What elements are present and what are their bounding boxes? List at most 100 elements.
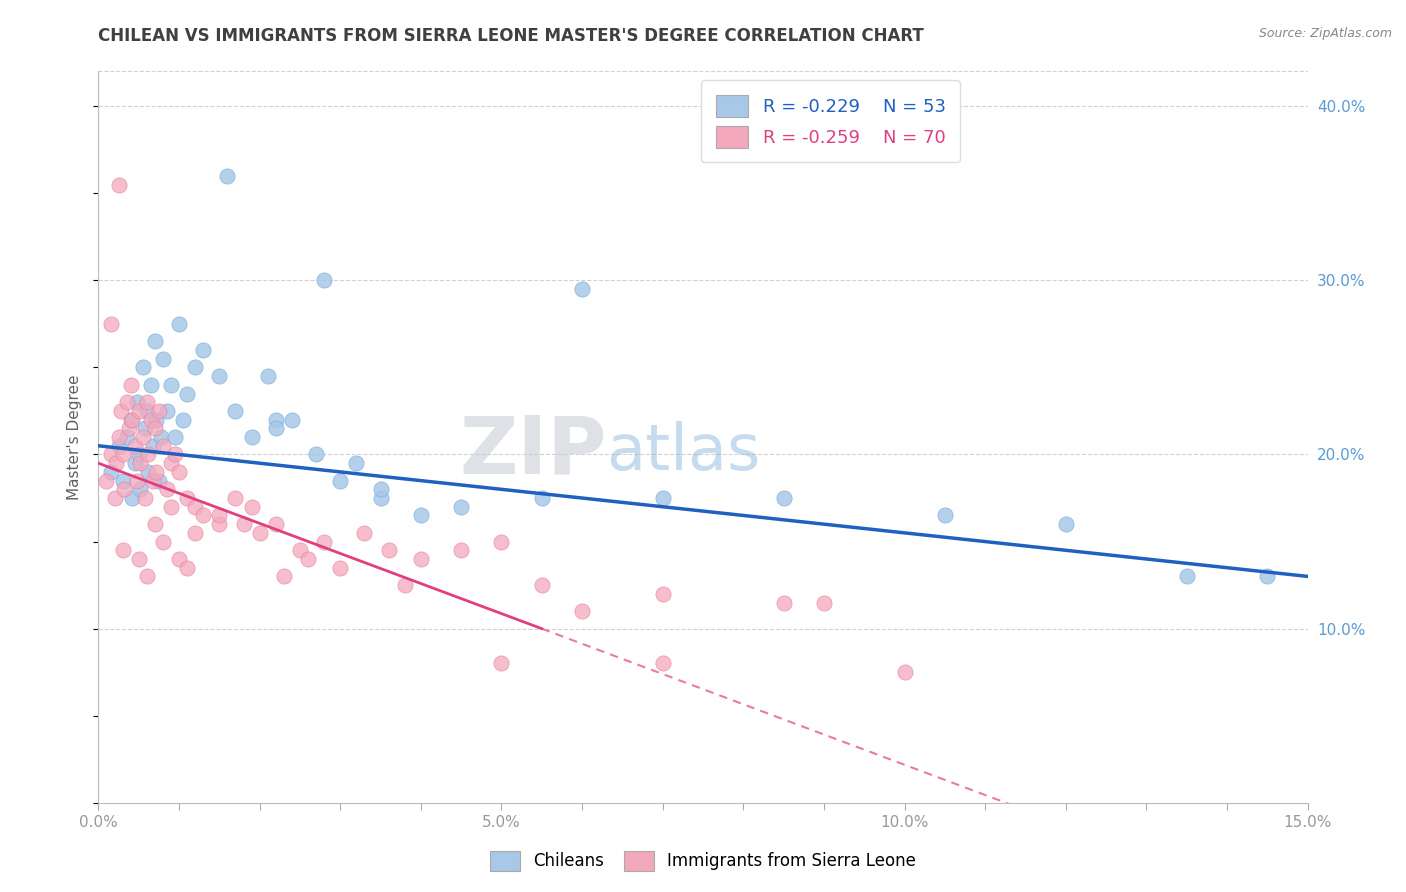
Point xyxy=(120,412,142,426)
Point xyxy=(152,534,174,549)
Point xyxy=(107,430,129,444)
Point xyxy=(142,439,165,453)
Point xyxy=(370,483,392,497)
Point xyxy=(249,525,271,540)
Point xyxy=(128,448,150,462)
Point xyxy=(297,552,319,566)
Point xyxy=(143,517,166,532)
Point xyxy=(571,282,593,296)
Point xyxy=(142,474,165,488)
Point xyxy=(143,421,166,435)
Point xyxy=(893,665,915,680)
Point xyxy=(353,525,375,540)
Point xyxy=(111,448,134,462)
Point xyxy=(100,465,122,479)
Point xyxy=(145,412,167,426)
Point xyxy=(124,456,146,470)
Point xyxy=(134,421,156,435)
Point xyxy=(193,343,215,357)
Point xyxy=(127,395,149,409)
Point xyxy=(115,395,138,409)
Point xyxy=(156,404,179,418)
Point xyxy=(163,430,186,444)
Point xyxy=(409,508,432,523)
Text: atlas: atlas xyxy=(606,421,761,483)
Point xyxy=(163,448,186,462)
Point xyxy=(132,360,155,375)
Point xyxy=(217,169,239,183)
Point xyxy=(232,517,254,532)
Text: Source: ZipAtlas.com: Source: ZipAtlas.com xyxy=(1258,27,1392,40)
Point xyxy=(143,334,166,349)
Legend: R = -0.229    N = 53, R = -0.259    N = 70: R = -0.229 N = 53, R = -0.259 N = 70 xyxy=(702,80,960,162)
Point xyxy=(813,595,835,609)
Point xyxy=(96,474,118,488)
Point xyxy=(145,465,167,479)
Point xyxy=(184,360,207,375)
Point xyxy=(1175,569,1198,583)
Point xyxy=(1054,517,1077,532)
Point xyxy=(264,421,287,435)
Point xyxy=(167,465,190,479)
Text: CHILEAN VS IMMIGRANTS FROM SIERRA LEONE MASTER'S DEGREE CORRELATION CHART: CHILEAN VS IMMIGRANTS FROM SIERRA LEONE … xyxy=(98,27,924,45)
Point xyxy=(651,657,673,671)
Point xyxy=(134,491,156,505)
Point xyxy=(491,534,513,549)
Point xyxy=(240,430,263,444)
Point xyxy=(152,351,174,366)
Point xyxy=(105,456,128,470)
Point xyxy=(121,412,143,426)
Point xyxy=(344,456,367,470)
Point xyxy=(450,543,472,558)
Point xyxy=(138,448,160,462)
Point xyxy=(264,412,287,426)
Point xyxy=(273,569,295,583)
Point xyxy=(208,508,231,523)
Point xyxy=(132,430,155,444)
Point xyxy=(148,474,170,488)
Point xyxy=(256,369,278,384)
Point xyxy=(135,395,157,409)
Point xyxy=(112,483,135,497)
Legend: Chileans, Immigrants from Sierra Leone: Chileans, Immigrants from Sierra Leone xyxy=(481,842,925,880)
Point xyxy=(1256,569,1278,583)
Point xyxy=(110,404,132,418)
Point xyxy=(111,474,134,488)
Point xyxy=(934,508,956,523)
Point xyxy=(167,552,190,566)
Point xyxy=(377,543,399,558)
Point xyxy=(176,560,198,574)
Point xyxy=(118,421,141,435)
Point xyxy=(491,657,513,671)
Point xyxy=(530,578,553,592)
Point xyxy=(571,604,593,618)
Point xyxy=(184,500,207,514)
Point xyxy=(370,491,392,505)
Point xyxy=(100,448,122,462)
Point xyxy=(160,500,183,514)
Point xyxy=(124,439,146,453)
Point xyxy=(120,377,142,392)
Point xyxy=(409,552,432,566)
Point xyxy=(139,412,162,426)
Point xyxy=(772,491,794,505)
Point xyxy=(176,491,198,505)
Point xyxy=(176,386,198,401)
Point xyxy=(193,508,215,523)
Point xyxy=(127,474,149,488)
Point xyxy=(128,404,150,418)
Point xyxy=(129,456,152,470)
Point xyxy=(156,483,179,497)
Point xyxy=(139,377,162,392)
Point xyxy=(314,534,336,549)
Point xyxy=(208,369,231,384)
Point xyxy=(150,430,173,444)
Point xyxy=(329,474,352,488)
Point xyxy=(288,543,311,558)
Point xyxy=(129,483,152,497)
Point xyxy=(115,430,138,444)
Point xyxy=(651,491,673,505)
Point xyxy=(530,491,553,505)
Point xyxy=(240,500,263,514)
Point xyxy=(314,273,336,287)
